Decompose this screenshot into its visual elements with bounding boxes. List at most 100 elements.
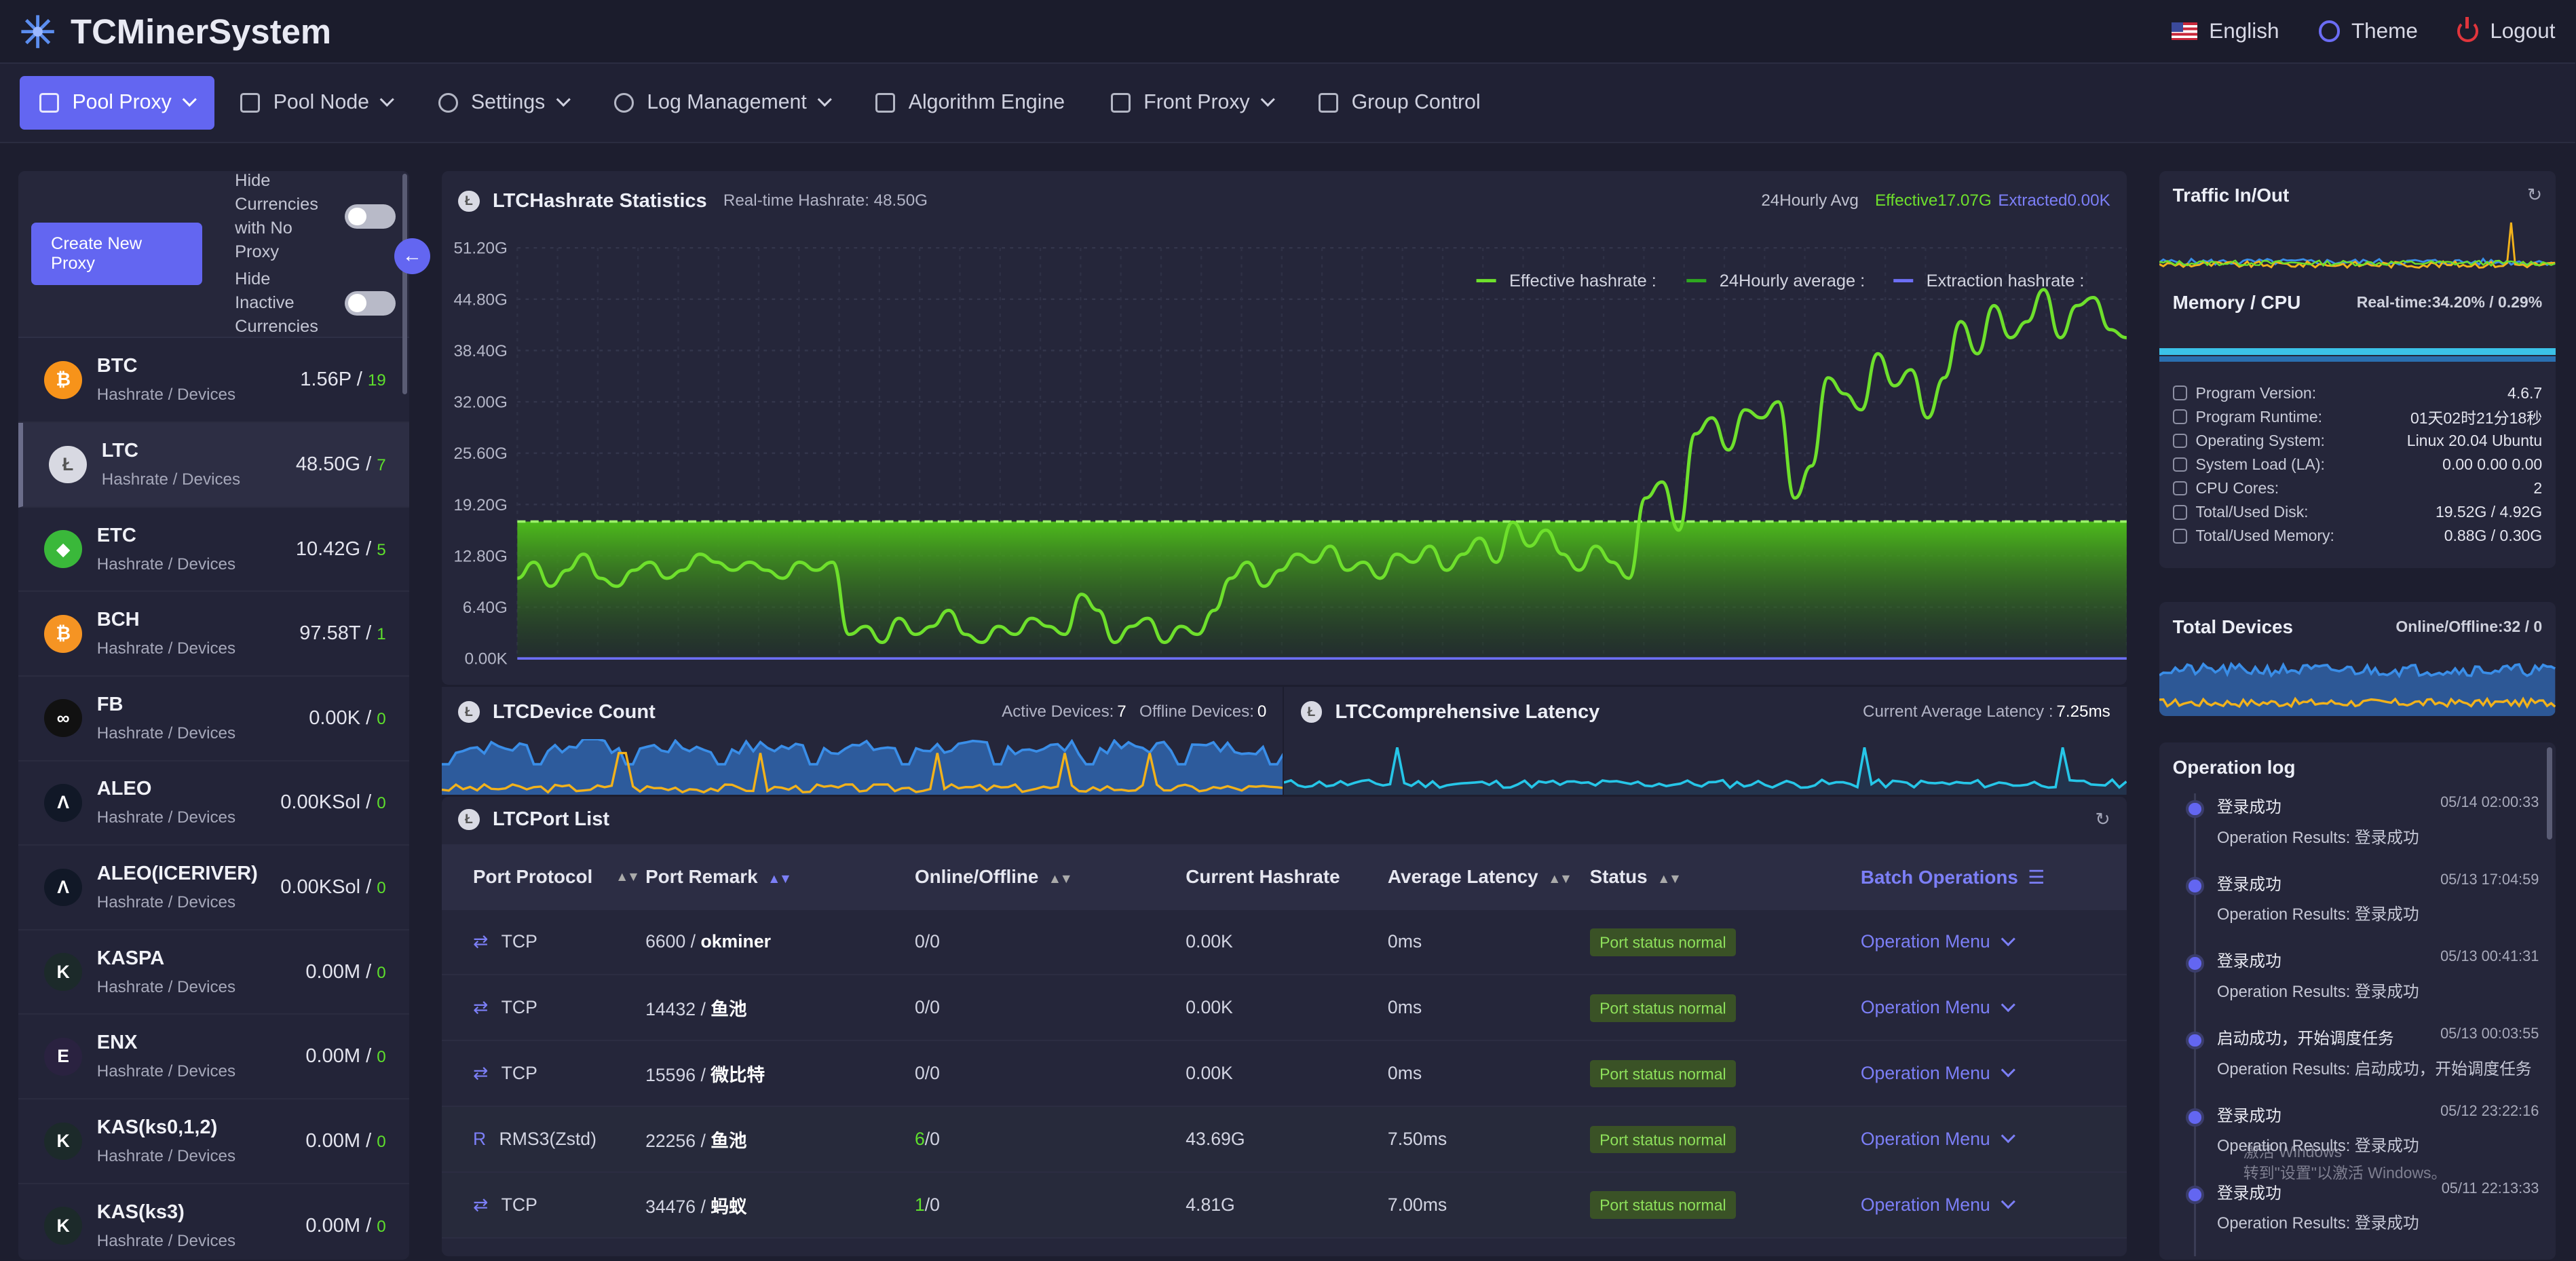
traffic-sparkline xyxy=(2159,222,2556,269)
cell-remark: 15596 / 微比特 xyxy=(645,1060,915,1087)
cell-online: 1/0 xyxy=(915,1194,1186,1216)
coin-name: ALEO(ICERIVER) xyxy=(96,863,258,884)
nav-label: Log Management xyxy=(647,91,807,114)
latency-sparkline xyxy=(1284,747,2127,795)
coin-icon: ∞ xyxy=(44,699,82,738)
coin-item-aleo-iceriver-[interactable]: Λ ALEO(ICERIVER) Hashrate / Devices 0.00… xyxy=(18,846,409,930)
cell-hashrate: 43.69G xyxy=(1186,1128,1245,1149)
hide-inactive-toggle[interactable] xyxy=(345,290,396,316)
sparkline-line xyxy=(442,738,1283,766)
timeline-line xyxy=(2194,1102,2196,1180)
offline-count: /0 xyxy=(924,1063,940,1084)
coin-item-bch[interactable]: ₿ BCH Hashrate / Devices 97.58T / 1 xyxy=(18,592,409,677)
sparkline-line xyxy=(2159,257,2556,267)
collapse-sidebar-button[interactable]: ← xyxy=(394,238,431,275)
coin-item-fb[interactable]: ∞ FB Hashrate / Devices 0.00K / 0 xyxy=(18,677,409,761)
cell-hashrate: 0.00K xyxy=(1186,997,1233,1018)
coin-item-kaspa[interactable]: K KASPA Hashrate / Devices 0.00M / 0 xyxy=(18,930,409,1015)
nav-pool-node[interactable]: Pool Node xyxy=(221,76,412,130)
log-item: 启动成功，开始调度任务 05/13 00:03:55 Operation Resu… xyxy=(2159,1025,2555,1102)
sort-icon: ▲▼ xyxy=(615,869,640,884)
watermark-line: 激活 Windows xyxy=(2243,1142,2343,1161)
coin-hashrate: 0.00M / 0 xyxy=(305,1215,385,1237)
coin-sub: Hashrate / Devices xyxy=(96,808,236,827)
nav-algorithm-engine[interactable]: Algorithm Engine xyxy=(856,76,1084,130)
create-proxy-button[interactable]: Create New Proxy xyxy=(31,223,202,285)
coin-icon: E xyxy=(44,1037,82,1076)
coin-item-aleo[interactable]: Λ ALEO Hashrate / Devices 0.00KSol / 0 xyxy=(18,761,409,846)
refresh-icon[interactable]: ↻ xyxy=(2095,809,2110,830)
nav-pool-proxy[interactable]: Pool Proxy xyxy=(20,75,214,130)
coin-icon: K xyxy=(44,1122,82,1161)
port-list-title: LTCPort List xyxy=(493,808,610,831)
nav-group-control[interactable]: Group Control xyxy=(1299,76,1500,130)
chevron-down-icon xyxy=(556,92,571,107)
device-count-sparkline xyxy=(442,738,1283,795)
coin-item-etc[interactable]: ◆ ETC Hashrate / Devices 10.42G / 5 xyxy=(18,508,409,592)
hand-icon xyxy=(1319,92,1339,113)
online-count: 0 xyxy=(914,931,925,952)
theme-button[interactable]: Theme xyxy=(2318,19,2418,43)
status-badge: Port status normal xyxy=(1589,994,1737,1022)
logout-button[interactable]: Logout xyxy=(2457,16,2556,43)
batch-operations-button[interactable]: Batch Operations ☰ xyxy=(1861,866,2091,888)
status-badge: Port status normal xyxy=(1589,928,1737,956)
timeline-line xyxy=(2194,1025,2196,1102)
coin-text: ETC Hashrate / Devices xyxy=(97,525,235,574)
hide-no-proxy-toggle[interactable] xyxy=(345,204,396,229)
port-number: 14432 / xyxy=(645,999,711,1020)
cell-latency: 7.50ms xyxy=(1387,1128,1447,1149)
sparkline-line xyxy=(2159,259,2556,267)
operation-menu-button[interactable]: Operation Menu xyxy=(1861,1063,2091,1084)
calendar-icon xyxy=(875,92,896,113)
info-value: 19.52G / 4.92G xyxy=(2435,503,2543,521)
coin-sub: Hashrate / Devices xyxy=(96,723,236,742)
col-port-remark[interactable]: Port Remark ▲▼ xyxy=(645,866,915,888)
cell-protocol: ⇄ TCP xyxy=(442,1063,645,1084)
info-icon xyxy=(2172,457,2188,472)
cell-operation: Operation Menu xyxy=(1861,1129,2091,1150)
coin-sub: Hashrate / Devices xyxy=(96,977,236,996)
log-title: 登录成功 xyxy=(2216,798,2281,816)
coin-hashrate: 0.00K / 0 xyxy=(309,707,386,730)
port-number: 22256 / xyxy=(645,1130,711,1151)
active-devices-label: Active Devices: xyxy=(1002,702,1114,721)
device-count-title: LTCDevice Count xyxy=(493,700,656,723)
coin-device-count: 7 xyxy=(377,455,386,474)
operation-menu-button[interactable]: Operation Menu xyxy=(1861,997,2091,1018)
coin-item-btc[interactable]: ₿ BTC Hashrate / Devices 1.56P / 19 xyxy=(18,338,409,424)
col-average-latency[interactable]: Average Latency ▲▼ xyxy=(1388,866,1590,888)
system-info-row: Program Version: 4.6.7 xyxy=(2159,381,2555,405)
log-title: 启动成功，开始调度任务 xyxy=(2216,1030,2394,1049)
latency-title: LTCComprehensive Latency xyxy=(1335,700,1600,723)
coin-item-enx[interactable]: E ENX Hashrate / Devices 0.00M / 0 xyxy=(18,1015,409,1100)
operation-menu-button[interactable]: Operation Menu xyxy=(1861,931,2091,952)
timeline-dot xyxy=(2186,1108,2204,1127)
nav-log-management[interactable]: Log Management xyxy=(594,76,850,130)
coin-name: KAS(ks3) xyxy=(96,1201,185,1223)
col-port-protocol[interactable]: Port Protocol ▲▼ xyxy=(442,866,645,888)
coin-hash: 0.00M / xyxy=(305,1129,377,1152)
operation-menu-button[interactable]: Operation Menu xyxy=(1861,1194,2091,1216)
coin-item-kas-ks3-[interactable]: K KAS(ks3) Hashrate / Devices 0.00M / 0 xyxy=(18,1184,409,1260)
info-icon xyxy=(2172,481,2188,496)
port-table: Port Protocol ▲▼ Port Remark ▲▼ Online/Off… xyxy=(442,844,2127,1239)
coin-item-kas-ks0-1-2-[interactable]: K KAS(ks0,1,2) Hashrate / Devices 0.00M … xyxy=(18,1099,409,1184)
sparkline-line xyxy=(2159,661,2556,679)
operation-menu-button[interactable]: Operation Menu xyxy=(1861,1129,2091,1150)
refresh-icon[interactable]: ↻ xyxy=(2526,185,2543,206)
avg-period-select[interactable]: 24Hourly Avg xyxy=(1761,191,1859,210)
nav-front-proxy[interactable]: Front Proxy xyxy=(1091,76,1293,130)
sparkline-area xyxy=(1284,747,2127,795)
sidebar-scrollbar[interactable] xyxy=(402,174,408,394)
col-online-offline[interactable]: Online/Offline ▲▼ xyxy=(915,866,1186,888)
col-status[interactable]: Status ▲▼ xyxy=(1590,866,1861,888)
effective-hashrate-line xyxy=(516,288,2127,645)
logo[interactable]: TCMinerSystem xyxy=(20,12,331,52)
language-button[interactable]: English xyxy=(2171,19,2279,43)
y-tick-label: 44.80G xyxy=(453,290,507,309)
coin-item-ltc[interactable]: Ł LTC Hashrate / Devices 48.50G / 7 xyxy=(18,423,409,508)
log-scrollbar[interactable] xyxy=(2547,747,2552,840)
route-icon: ⇄ xyxy=(472,997,489,1018)
nav-settings[interactable]: Settings xyxy=(419,76,588,130)
